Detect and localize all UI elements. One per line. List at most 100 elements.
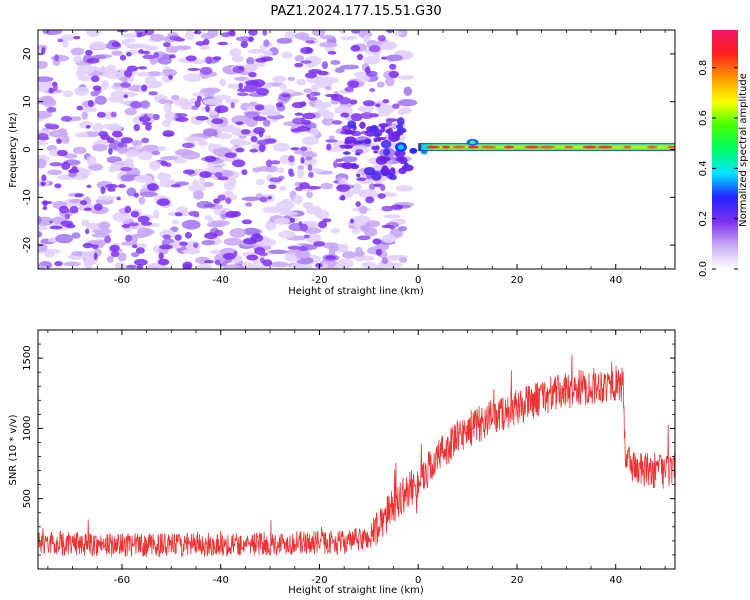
spectrogram-cluster-blob [385,129,390,134]
spectrogram-noise-blob [159,98,167,105]
spectrogram-noise-blob-strong [73,35,81,40]
spectrogram-noise-blob [297,165,305,171]
spectrogram-noise-blob [381,256,389,265]
spectrogram-noise-blob [302,201,314,209]
spectrogram-noise-blob [262,50,273,57]
spectrogram-noise-blob [124,107,137,116]
spectrogram-noise-blob [131,139,143,147]
spectrogram-noise-blob [351,183,363,190]
spectrogram-noise-blob-strong [389,225,395,230]
spectrogram-noise-blob [397,225,408,232]
spectrogram-noise-blob-strong [235,121,244,126]
spectrogram-noise-blob-strong [294,62,304,68]
spectrogram-noise-blob [309,168,323,173]
spectrogram-noise-blob-strong [130,100,142,109]
spectrogram-noise-blob-strong [152,113,160,121]
spectrogram-noise-blob-strong [60,115,73,122]
spectrogram-noise-blob [101,79,109,90]
spectrogram-noise-blob-strong [38,136,50,141]
spectrogram-noise-blob-strong [325,255,337,260]
spectrogram-noise-blob [292,194,303,205]
spectrogram-noise-blob-strong [262,259,273,267]
spectrogram-cluster-blob [356,173,361,178]
spectrogram-noise-blob-strong [298,245,308,252]
spectrogram-noise-blob [357,104,375,113]
spectrogram-noise-blob-strong [196,95,202,102]
spectrogram-noise-blob [264,221,277,231]
spectrogram-noise-blob-strong [307,185,322,190]
spectrogram-noise-blob-strong [118,142,125,148]
spectrogram-noise-blob-strong [216,107,222,114]
spectrogram-noise-blob-strong [133,258,148,266]
spectrogram-noise-blob-strong [382,99,390,104]
spectrogram-noise-blob-strong [41,46,46,55]
spectrogram-noise-blob [119,92,139,97]
spectrogram-noise-blob [183,73,202,83]
spectrogram-noise-blob-strong [321,61,329,70]
spectrogram-noise-blob [114,262,126,269]
spectrogram-noise-blob [151,150,161,156]
spectrogram-noise-blob [55,233,74,244]
spectrogram-noise-blob [377,109,391,117]
spectrogram-noise-blob-strong [194,100,201,108]
spectrogram-noise-blob-strong [236,92,249,97]
spectrogram-noise-blob [86,155,97,166]
spectrogram-noise-blob-strong [217,176,229,181]
spectrogram-noise-blob-strong [248,72,257,78]
signal-band-hot [564,145,574,149]
spectrogram-noise-blob-strong [289,217,296,224]
spectrogram-noise-blob-strong [203,203,216,208]
spectrogram-noise-blob-strong [338,97,352,105]
spectrogram-cluster-blob [375,155,388,165]
spectrogram-noise-blob-strong [83,207,92,212]
spectrogram-noise-blob [319,42,338,48]
spectrogram-noise-blob-strong [267,196,272,200]
spectrogram-noise-blob [351,228,360,235]
spectrogram-noise-blob-strong [205,104,210,113]
spectrogram-noise-blob [382,214,401,219]
spectrogram-noise-blob-strong [389,63,397,70]
snr-ticks: -60 -40 -20 0 20 40 500 1000 1500 [22,330,675,586]
spectrogram-noise-blob-strong [356,177,367,181]
spectrogram-noise-blob-strong [131,244,138,249]
spectrogram-noise-blob [299,36,317,42]
spectrogram-noise-blob [112,212,131,222]
spectrogram-noise-blob [71,232,81,239]
spectrogram-noise-blob-strong [133,124,141,132]
spectrogram-noise-blob-strong [49,225,63,230]
colorbar-ticks: 0.0 0.2 0.4 0.6 0.8 [698,60,738,277]
spectrogram-noise-blob-strong [160,160,168,167]
spectrogram-noise-blob [306,190,314,199]
spectrogram-noise-blob-strong [137,215,150,223]
spectrogram-noise-blob-strong [246,254,259,261]
spectrogram-noise-blob [319,34,336,40]
spectrogram-noise-blob-strong [187,172,193,176]
spectrogram-noise-blob-strong [287,246,301,250]
spectrogram-noise-blob-strong [87,99,94,107]
spectrogram-noise-blob-strong [243,84,258,93]
spectrogram-noise-blob [330,227,340,234]
spectrogram-noise-blob [403,86,413,97]
spectrogram-noise-blob-strong [377,193,386,199]
spectrogram-cluster-blob [374,133,381,138]
spectrogram-noise-blob-strong [130,210,140,218]
spectrogram-ylabel: Frequency (Hz) [8,112,19,188]
snr-xtick-label: 40 [609,575,622,586]
spectrogram-noise-blob-strong [158,252,164,260]
spectrogram-noise-blob [257,165,273,172]
spectrogram-noise-blob [150,33,165,42]
spectrogram-noise-blob-strong [302,112,316,120]
spectrogram-noise-blob-strong [137,66,148,70]
spectrogram-noise-blob-strong [142,54,156,60]
signal-band-hot [623,145,632,149]
spectrogram-noise-blob-strong [340,112,350,118]
snr-ylabel: SNR (10 * v/v) [8,414,19,485]
spectrogram-noise-blob [38,231,43,238]
spectrogram-noise-blob-strong [240,129,251,135]
spectrogram-noise-blob-strong [288,155,295,163]
spectrogram-noise-blob-strong [168,74,173,80]
spectrogram-noise-blob-strong [111,130,123,138]
spectrogram-noise-blob-strong [74,193,84,198]
spectrogram-origin-spot [409,147,418,154]
spectrogram-xtick-label: 40 [609,275,622,286]
